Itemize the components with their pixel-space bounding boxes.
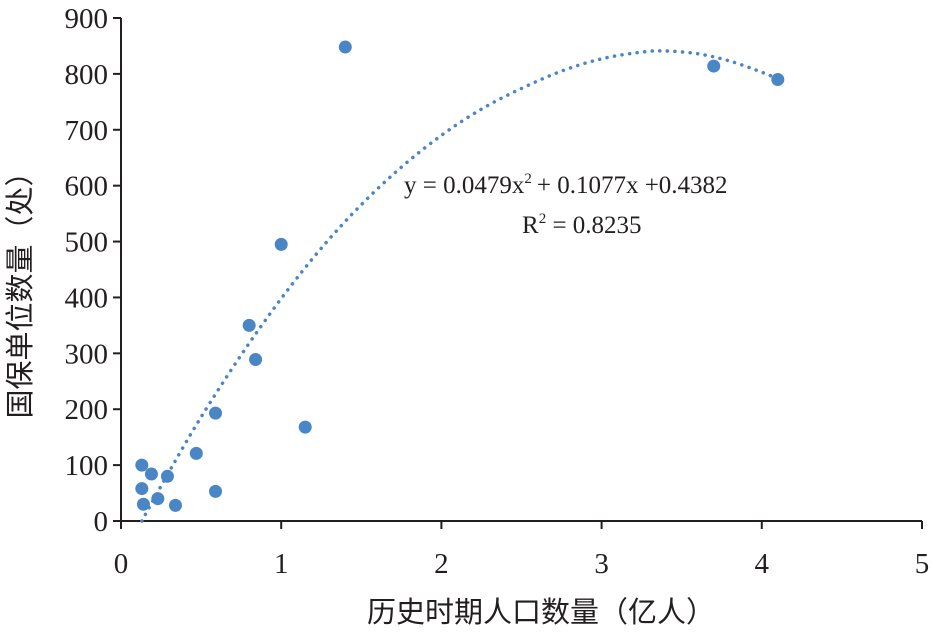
- y-axis-title: 国保单位数量（处）: [3, 157, 37, 418]
- data-point: [298, 420, 312, 434]
- x-tick-label: 3: [594, 548, 609, 580]
- y-axis-ticks: 0 100 200 300 400 500 600 700 800 900: [65, 3, 121, 538]
- r-squared-exponent: 2: [539, 211, 547, 227]
- data-point: [151, 492, 165, 506]
- equation-rest: + 0.1077x +0.4382: [537, 172, 728, 199]
- y-tick-label: 900: [65, 3, 109, 35]
- x-axis-title: 历史时期人口数量（亿人）: [367, 595, 715, 629]
- trendline-equation: y = 0.0479x2 + 0.1077x +0.4382: [404, 171, 728, 199]
- data-point: [209, 484, 223, 498]
- x-tick-label: 2: [434, 548, 449, 580]
- data-point: [242, 318, 256, 332]
- y-tick-label: 600: [65, 171, 109, 203]
- trendline-path: [140, 49, 780, 523]
- r-squared-rest: = 0.8235: [546, 212, 641, 239]
- data-point: [249, 352, 263, 366]
- data-point: [168, 498, 182, 512]
- data-point: [771, 72, 785, 86]
- x-axis-ticks: 0 1 2 3 4 5: [114, 521, 930, 580]
- x-tick-label: 0: [114, 548, 129, 580]
- data-point: [135, 482, 149, 496]
- data-point: [274, 237, 288, 251]
- r-squared-label: R2 = 0.8235: [522, 211, 642, 239]
- y-tick-label: 200: [65, 394, 109, 426]
- equation-exponent: 2: [524, 171, 532, 187]
- x-tick-label: 4: [755, 548, 770, 580]
- data-point: [135, 458, 149, 472]
- data-points: [135, 40, 785, 512]
- x-tick-label: 1: [274, 548, 289, 580]
- trendline: [140, 49, 780, 523]
- y-tick-label: 300: [65, 338, 109, 370]
- equation-main: y = 0.0479x: [404, 172, 525, 199]
- data-point: [707, 59, 721, 73]
- y-tick-label: 800: [65, 59, 109, 91]
- y-tick-label: 400: [65, 282, 109, 314]
- data-point: [338, 40, 352, 54]
- data-point: [209, 406, 223, 420]
- y-tick-label: 500: [65, 227, 109, 259]
- y-tick-label: 700: [65, 115, 109, 147]
- y-tick-label: 100: [65, 450, 109, 482]
- data-point: [144, 467, 158, 481]
- axes: [120, 18, 922, 522]
- data-point: [136, 497, 150, 511]
- y-tick-label: 0: [94, 506, 109, 538]
- data-point: [189, 446, 203, 460]
- r-squared-main: R: [522, 212, 539, 239]
- x-tick-label: 5: [915, 548, 930, 580]
- data-point: [160, 469, 174, 483]
